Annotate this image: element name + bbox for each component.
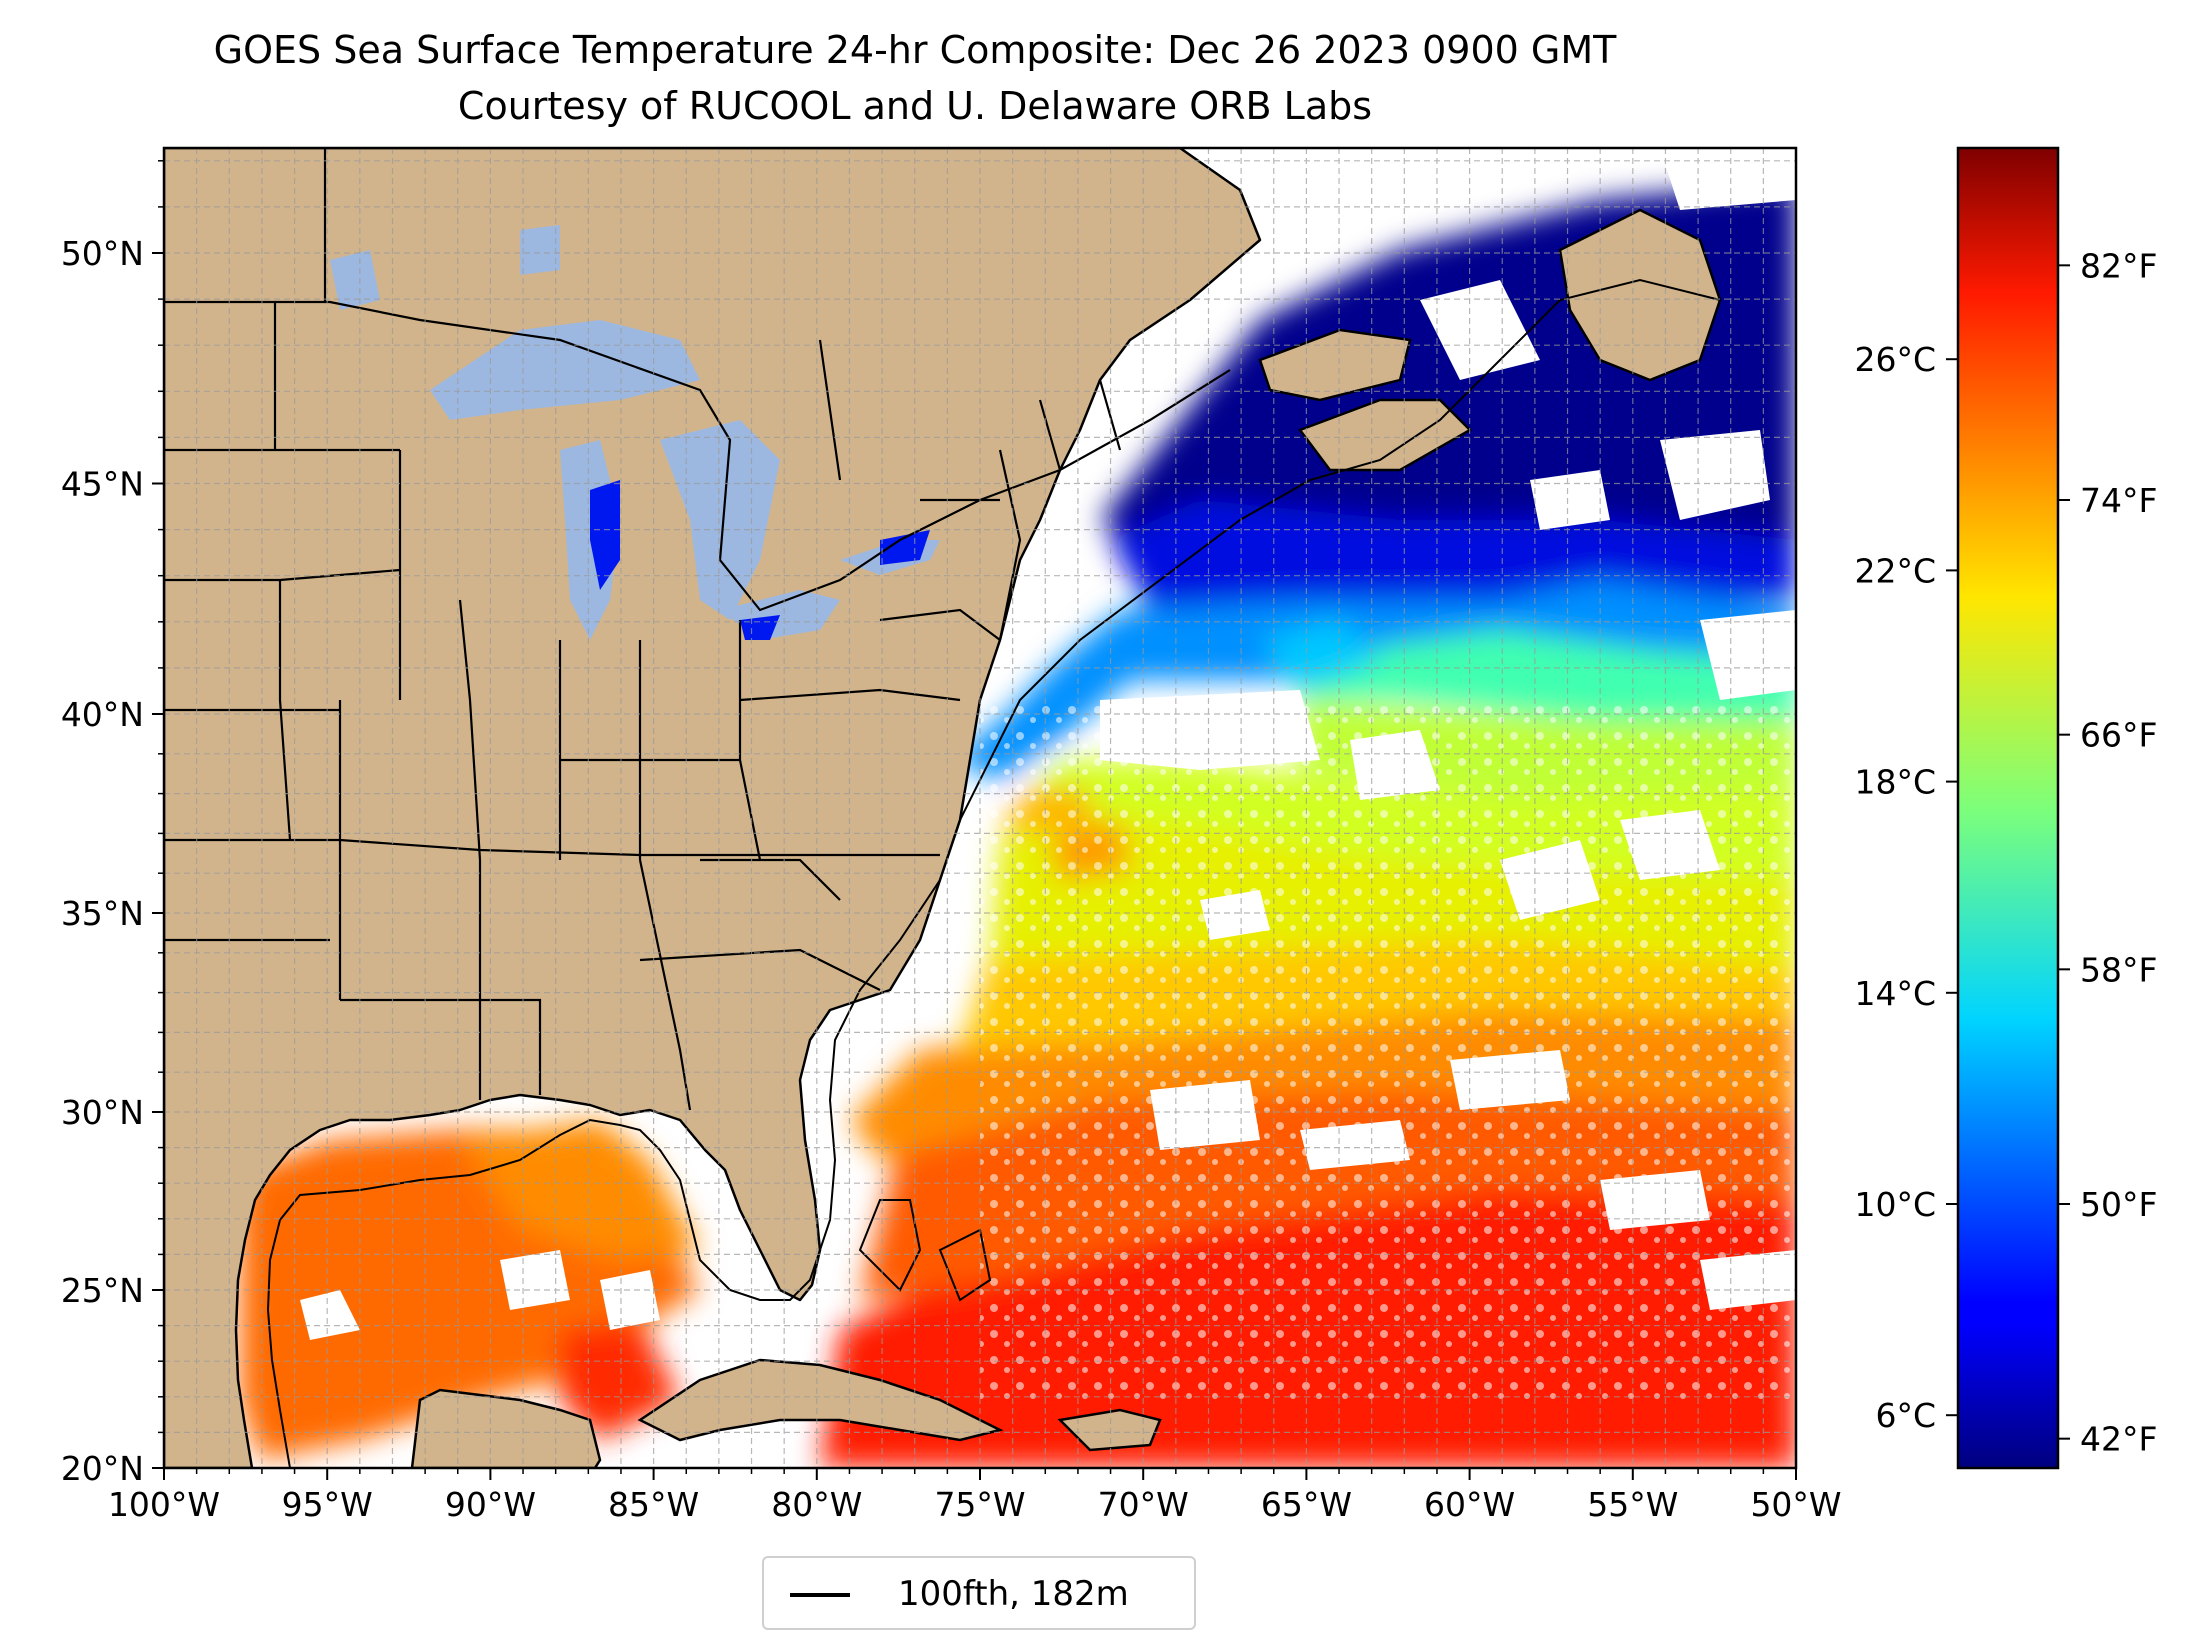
- land-gaspe: [1258, 328, 1412, 402]
- colorbar-celsius-label: 14°C: [1854, 974, 1936, 1013]
- colorbar-celsius-label: 18°C: [1854, 763, 1936, 802]
- land-yucatan: [410, 1388, 602, 1468]
- lon-tick-label: 65°W: [1261, 1485, 1352, 1524]
- colorbar-fahrenheit-label: 42°F: [2080, 1420, 2157, 1459]
- lat-tick-label: 20°N: [61, 1449, 144, 1488]
- lon-tick-label: 75°W: [934, 1485, 1025, 1524]
- axis-labels: 100°W 95°W 90°W 85°W 80°W 75°W 70°W 65°W 60°W 55°…: [61, 160, 1842, 1524]
- lon-tick-label: 55°W: [1587, 1485, 1678, 1524]
- lon-tick-label: 70°W: [1098, 1485, 1189, 1524]
- lat-tick-label: 40°N: [61, 695, 144, 734]
- lon-tick-label: 80°W: [771, 1485, 862, 1524]
- isobath-bahamas: [858, 1199, 992, 1302]
- lat-tick-label: 35°N: [61, 894, 144, 933]
- colorbar-fahrenheit-label: 82°F: [2080, 246, 2157, 285]
- legend: 100fth, 182m: [762, 1556, 1196, 1630]
- colorbar-celsius-label: 6°C: [1875, 1396, 1936, 1435]
- lon-tick-label: 85°W: [608, 1485, 699, 1524]
- cloud-speckle: [980, 700, 1796, 1400]
- legend-label: 100fth, 182m: [898, 1574, 1129, 1614]
- lat-tick-label: 45°N: [61, 465, 144, 504]
- lat-tick-label: 25°N: [61, 1271, 144, 1310]
- lon-tick-label: 90°W: [445, 1485, 536, 1524]
- lake-cold-spots: [590, 480, 930, 640]
- chart-subtitle: Courtesy of RUCOOL and U. Delaware ORB L…: [457, 84, 1373, 128]
- colorbar-fahrenheit-label: 66°F: [2080, 716, 2157, 755]
- colorbar-fahrenheit-label: 50°F: [2080, 1185, 2157, 1224]
- legend-line-swatch: [790, 1593, 850, 1597]
- map-content: [164, 148, 1796, 1468]
- colorbar-fahrenheit-label: 58°F: [2080, 950, 2157, 989]
- lat-tick-label: 30°N: [61, 1093, 144, 1132]
- lat-tick-label: 50°N: [61, 234, 144, 273]
- gridlines: [164, 148, 1796, 1468]
- colorbar-fahrenheit-label: 74°F: [2080, 481, 2157, 520]
- lon-tick-label: 100°W: [108, 1485, 220, 1524]
- lon-tick-label: 95°W: [282, 1485, 373, 1524]
- colorbar: [1956, 146, 2060, 1470]
- colorbar-celsius-label: 22°C: [1854, 551, 1936, 590]
- lon-tick-label: 60°W: [1424, 1485, 1515, 1524]
- chart-title: GOES Sea Surface Temperature 24-hr Compo…: [213, 28, 1617, 72]
- colorbar-labels: 6°C 10°C 14°C 18°C 22°C 26°C 42°F 50°F 58°F 66°F 7…: [1854, 246, 2157, 1458]
- colorbar-celsius-label: 10°C: [1854, 1185, 1936, 1224]
- colorbar-celsius-label: 26°C: [1854, 340, 1936, 379]
- lon-tick-label: 50°W: [1750, 1485, 1841, 1524]
